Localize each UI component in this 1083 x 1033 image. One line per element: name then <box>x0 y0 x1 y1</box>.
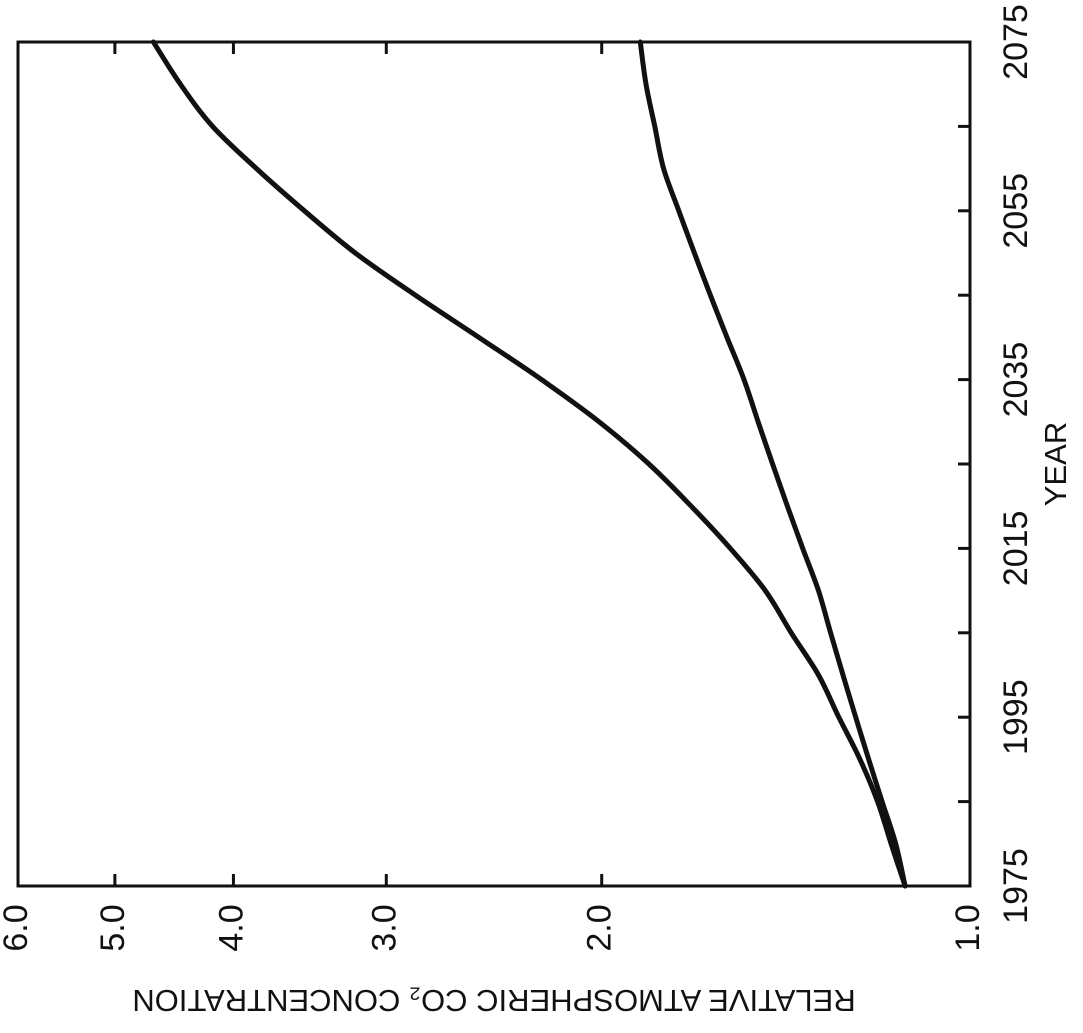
y-axis-title: RELATIVE ATMOSPHERIC CO₂ CONCENTRATION <box>132 983 855 1018</box>
plot-layer <box>150 39 908 889</box>
series-line-2 <box>637 39 908 889</box>
x-tick-label: 1975 <box>997 848 1035 924</box>
x-tick-label: 2015 <box>997 511 1035 587</box>
axis-layer: 1975 1995 2015 2035 2055 2075 1.0 2.0 3.0 4.0 5.0 6… <box>0 4 1073 1018</box>
y-tick-label: 1.0 <box>949 904 987 951</box>
x-axis-title: YEAR <box>1038 422 1073 506</box>
x-tick-label: 1995 <box>997 679 1035 755</box>
y-tick-label: 5.0 <box>94 904 132 951</box>
y-tick-label: 4.0 <box>212 904 250 951</box>
y-tick-label: 3.0 <box>365 904 403 951</box>
y-tick-label: 6.0 <box>0 904 35 951</box>
x-tick-label: 2075 <box>997 4 1035 80</box>
y-tick-label: 2.0 <box>581 904 619 951</box>
plot-frame <box>16 40 972 888</box>
x-tick-label: 2035 <box>997 342 1035 418</box>
series-line-1 <box>150 39 908 889</box>
x-tick-label: 2055 <box>997 173 1035 249</box>
